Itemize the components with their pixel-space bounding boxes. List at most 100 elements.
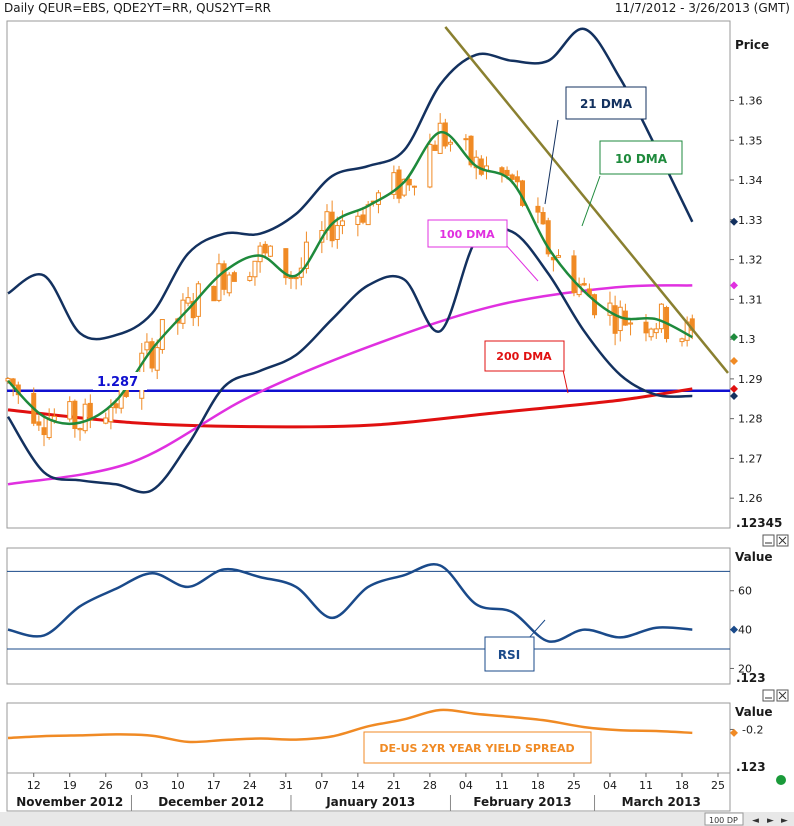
candle-body [211,285,217,302]
price-series-layer [5,26,738,494]
zoom-label: 100 DP [709,816,738,825]
level-label: 1.287 [97,375,138,390]
month-label: January 2013 [325,795,415,809]
dma200-line [7,387,693,429]
candle-body [463,138,469,141]
candle-body [504,169,510,176]
candle-body [628,322,634,325]
candle-body [185,297,191,304]
spread-corner-label: .123 [736,760,766,774]
dma21-label: 21 DMA [580,97,633,111]
lower-band-line [6,226,693,494]
candle-body [679,338,685,343]
month-label: November 2012 [16,795,123,809]
level-label-bg [93,372,147,390]
zoom-box[interactable] [704,812,744,826]
candle-body [427,143,433,188]
rsi-y-tick-label: 20 [738,662,752,675]
scroll-end-icon[interactable]: ► [781,816,788,826]
x-tick-label: 12 [27,779,41,792]
candle-body [154,347,160,371]
last-value-marker [730,333,738,342]
candle-body [406,178,412,186]
trendline [444,26,729,374]
x-tick-label: 25 [711,779,725,792]
spread-label: DE-US 2YR YEAR YIELD SPREAD [379,742,574,755]
x-tick-label: 24 [243,779,257,792]
dma21-callout-box [565,86,647,120]
candle-body [339,220,345,227]
spread-y-ticks: -0.2 [730,723,763,736]
candle-body [581,283,587,286]
x-tick-label: 11 [495,779,509,792]
candle-body [247,276,253,281]
candle-body [252,260,258,278]
candle-body [334,225,340,240]
spread-callout-box [363,731,592,764]
x-tick-label: 18 [675,779,689,792]
candle-body [46,419,52,439]
last-value-marker [730,391,738,400]
candle-body [283,248,289,279]
candle-body [509,174,515,180]
candle-body [514,176,520,183]
spread-y-tick-label: -0.2 [742,723,763,736]
dma10-line [7,131,693,426]
scroll-left-icon[interactable]: ◄ [752,816,759,826]
x-tick-label: 04 [459,779,473,792]
candle-body [226,274,232,294]
candle-body [592,294,598,316]
candle-body [262,243,268,254]
candle-body [391,172,397,195]
candle-body [437,122,443,154]
candle-body [67,401,73,420]
x-tick-label: 14 [351,779,365,792]
minimize-button[interactable] [762,534,775,547]
rsi-y-tick-label: 40 [738,624,752,637]
date-range: 11/7/2012 - 3/26/2013 (GMT) [614,1,790,15]
month-label: February 2013 [473,795,571,809]
minimize-button[interactable] [762,689,775,702]
x-tick-label: 31 [279,779,293,792]
month-label: December 2012 [158,795,264,809]
price-y-tick-label: 1.29 [738,373,763,386]
candle-body [540,212,546,225]
rsi-panel-controls[interactable] [762,689,789,702]
rsi-label: RSI [498,648,520,662]
candle-body [231,272,237,282]
price-y-tick-label: 1.26 [738,492,763,505]
candle-body [545,220,551,255]
price-y-tick-label: 1.31 [738,293,763,306]
candle-body [113,403,119,409]
dma100-line [7,284,693,486]
price-corner-label: .12345 [736,516,782,530]
candle-body [432,144,438,151]
x-tick-label: 18 [531,779,545,792]
scroll-right-icon[interactable]: ► [767,816,774,826]
candle-body [648,328,654,338]
x-tick-label: 19 [63,779,77,792]
candle-body [108,406,114,423]
candle-body [571,255,577,294]
scroll-bar[interactable] [0,812,794,826]
candle-body [607,302,613,316]
last-value-marker [730,281,738,290]
rsi-line [7,563,693,643]
rsi-corner-label: .123 [736,671,766,685]
candle-body [216,263,222,301]
price-panel-controls[interactable] [762,534,789,547]
rsi-panel [6,547,731,685]
candle-body [355,215,361,225]
dma100-label: 100 DMA [439,228,495,241]
x-axis-frame [6,772,731,812]
candle-body [473,156,479,169]
dma200-callout-box [484,340,565,372]
upper-band-line [7,27,694,341]
x-tick-label: 26 [99,779,113,792]
x-tick-label: 07 [315,779,329,792]
candle-body [468,135,474,166]
dma200-callout-leader [562,369,569,394]
dma200-label: 200 DMA [496,350,552,363]
rsi-callout-box [484,636,535,672]
